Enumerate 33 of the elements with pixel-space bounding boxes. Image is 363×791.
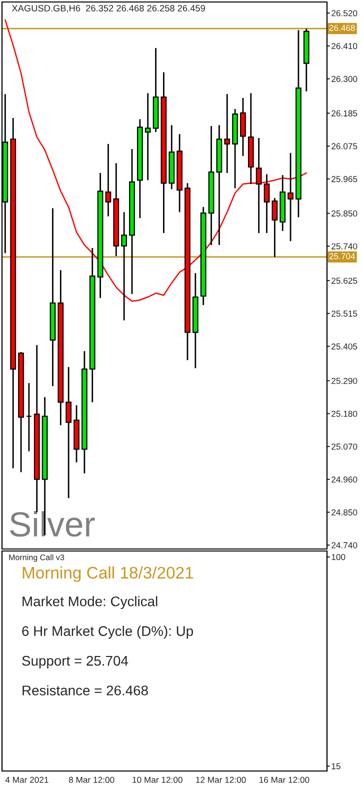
y-tick-label: 26.520 [332, 10, 358, 16]
y-tick-label: 25.290 [332, 378, 358, 384]
y-tick-label: 25.965 [332, 176, 358, 182]
y-tick-label: 25.515 [332, 310, 358, 317]
annotation: Resistance = 26.468 [22, 685, 148, 696]
x-tick-label: 4 Mar 2021 [5, 776, 48, 783]
y-tick-label: 26.300 [332, 76, 358, 82]
ref-line-label: 25.704 [329, 253, 356, 260]
y-tick-label: 25.180 [332, 410, 358, 417]
chart-title: XAGUSD.GB,H6 26.352 26.468 26.258 26.459 [12, 4, 205, 13]
y-tick-label: 25.070 [332, 444, 358, 450]
x-tick-label: 12 Mar 12:00 [196, 776, 246, 783]
y-tick-label: 24.740 [332, 542, 358, 548]
y-tick-label: 15 [332, 763, 340, 770]
annotation: Support = 25.704 [22, 656, 128, 668]
y-tick-label: 26.410 [332, 43, 358, 50]
text: Morning Call 18/3/2021 [22, 566, 194, 582]
y-tick-label: 24.850 [332, 509, 358, 516]
y-tick-label: 24.960 [332, 476, 358, 483]
y-tick-label: 25.850 [332, 210, 358, 217]
ref-line-label: 26.468 [329, 24, 355, 31]
x-tick-label: 8 Mar 12:00 [68, 776, 114, 783]
y-tick-label: 25.625 [332, 278, 358, 284]
annotation: Market Mode: Cyclical [22, 596, 158, 610]
y-tick-label: 100 [332, 554, 346, 560]
chart-title: Morning Call v3 [9, 554, 64, 562]
y-tick-label: 26.075 [332, 143, 358, 150]
y-tick-label: 26.185 [332, 110, 358, 116]
annotation: 6 Hr Market Cycle (D%): Up [22, 626, 194, 639]
x-tick-label: 10 Mar 12:00 [132, 776, 182, 783]
x-tick-label: 16 Mar 12:00 [259, 776, 310, 783]
y-tick-label: 25.405 [332, 343, 358, 350]
y-tick-label: 25.740 [332, 243, 358, 250]
